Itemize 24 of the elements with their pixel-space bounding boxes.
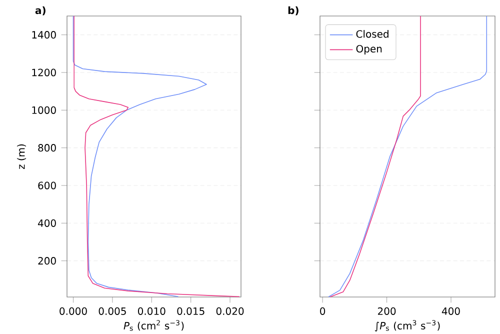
y-tick-label: 200: [38, 257, 56, 265]
y-tick-label: 600: [38, 182, 56, 190]
chart-title: b): [288, 6, 298, 16]
y-axis-title: z (m): [17, 144, 26, 170]
x-axis-title: ∫P$_{s}$ (cm$^{3}$ s$^{−3}$): [374, 320, 440, 332]
x-tick-label: 0.015: [177, 307, 204, 315]
y-tick-label: 1400: [32, 31, 56, 39]
x-axis-title: P$_{s}$ (cm$^{2}$ s$^{−3}$): [124, 320, 184, 331]
line-series: [74, 16, 240, 297]
x-tick-label: 0.010: [138, 307, 166, 315]
chart-title: a): [35, 6, 46, 16]
legend-label: Open: [356, 44, 382, 54]
x-tick-label: 0.005: [98, 307, 126, 315]
x-tick-label: 0.020: [216, 307, 244, 315]
x-tick-label: 200: [378, 307, 396, 315]
x-tick-label: 400: [442, 307, 460, 315]
x-tick-label: 0.000: [60, 307, 87, 315]
y-tick-label: 800: [38, 144, 56, 152]
y-tick-label: 1000: [32, 106, 56, 114]
line-series: [72, 16, 207, 297]
y-tick-label: 400: [38, 219, 56, 227]
y-tick-label: 1200: [32, 68, 56, 76]
legend-label: Closed: [356, 30, 388, 38]
x-tick-label: 0: [320, 307, 326, 315]
